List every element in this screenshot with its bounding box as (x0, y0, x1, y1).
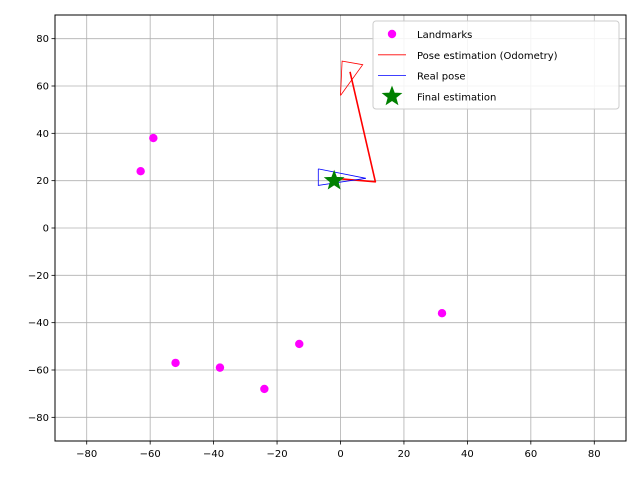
legend-label: Landmarks (417, 30, 472, 41)
x-tick-label: 20 (398, 449, 411, 460)
legend-item-landmarks: Landmarks (387, 29, 472, 41)
landmark-point (295, 339, 304, 349)
y-tick-label: −20 (28, 271, 49, 282)
legend-item-real: Real pose (378, 72, 466, 83)
y-tick-label: 0 (43, 224, 49, 235)
axis-ticks: −80 −60 −40 −20 0 20 40 60 80 −80 −60 −40 −20 0 20 40 60… (28, 34, 601, 460)
landmark-point (136, 167, 145, 176)
y-tick-label: −80 (28, 413, 49, 424)
y-tick-label: 80 (36, 34, 49, 45)
x-tick-label: −60 (140, 449, 161, 460)
final-estimation-point (323, 169, 345, 190)
landmark-point (437, 309, 447, 318)
y-tick-label: −60 (28, 366, 49, 377)
x-tick-label: 60 (524, 449, 537, 460)
legend-marker (387, 29, 397, 39)
y-tick-label: 60 (36, 82, 49, 93)
legend: Landmarks Pose estimation (Odometry) Real … (372, 20, 620, 110)
x-tick-label: −80 (76, 449, 97, 460)
legend-item-odometry: Pose estimation (Odometry) (378, 51, 558, 62)
y-tick-label: −40 (28, 318, 49, 329)
legend-label: Real pose (417, 72, 466, 83)
legend-marker (381, 85, 403, 106)
series-layer (136, 60, 447, 394)
legend-item-final: Final estimation (381, 85, 496, 106)
odometry-path (334, 71, 377, 183)
landmark-point (260, 384, 269, 394)
landmark-point (149, 133, 158, 143)
x-tick-label: −20 (267, 449, 288, 460)
pose-marker (317, 168, 366, 186)
x-tick-label: 80 (588, 449, 601, 460)
x-tick-label: 0 (337, 449, 343, 460)
legend-box (372, 20, 620, 110)
legend-label: Final estimation (417, 92, 496, 103)
y-tick-label: 40 (36, 129, 49, 140)
landmark-point (215, 363, 225, 372)
x-tick-label: −40 (203, 449, 224, 460)
legend-entries: Landmarks Pose estimation (Odometry) Real … (378, 29, 558, 106)
landmark-point (171, 358, 180, 368)
y-tick-label: 20 (36, 176, 49, 187)
x-tick-label: 40 (461, 449, 474, 460)
legend-label: Pose estimation (Odometry) (417, 51, 558, 62)
